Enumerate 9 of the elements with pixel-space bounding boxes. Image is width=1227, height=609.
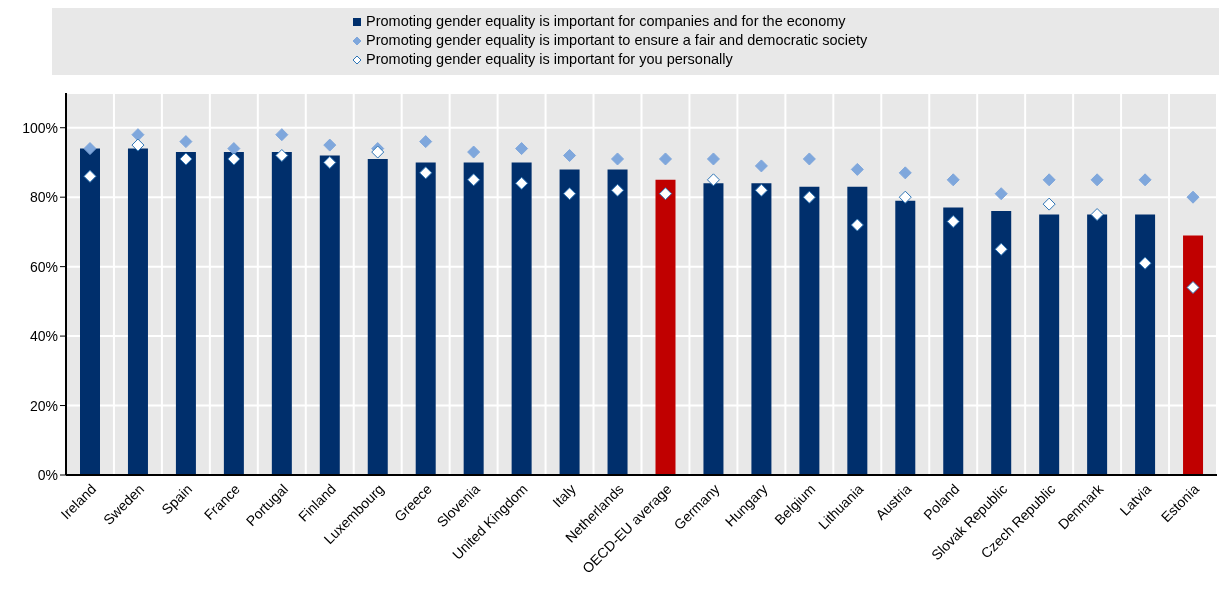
y-tick-label: 20% [29,397,58,414]
y-tick-label: 40% [29,328,58,345]
legend-label: Promoting gender equality is important for companies and for the economy [366,12,846,31]
legend-label: Promoting gender equality is important for you personally [366,50,733,69]
y-tick-label: 80% [29,189,58,206]
legend-label: Promoting gender equality is important to ensure a fair and democratic society [366,31,868,50]
y-tick-label: 100% [22,119,58,136]
y-tick-label: 60% [29,258,58,275]
y-tick-label: 0% [37,466,58,483]
